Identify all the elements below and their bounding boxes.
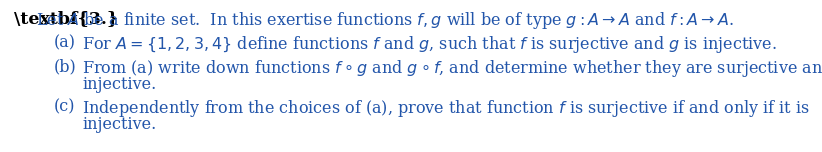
Text: injective.: injective. bbox=[82, 76, 156, 93]
Text: Let $A$ be a finite set.  In this exertise functions $f, g$ will be of type $g: : Let $A$ be a finite set. In this exertis… bbox=[36, 10, 734, 31]
Text: injective.: injective. bbox=[82, 116, 156, 133]
Text: (c): (c) bbox=[54, 98, 76, 115]
Text: From (a) write down functions $f \circ g$ and $g \circ f$, and determine whether: From (a) write down functions $f \circ g… bbox=[82, 58, 822, 79]
Text: For $A = \{1, 2, 3, 4\}$ define functions $f$ and $g$, such that $f$ is surjecti: For $A = \{1, 2, 3, 4\}$ define function… bbox=[82, 34, 777, 55]
Text: (b): (b) bbox=[54, 58, 76, 75]
Text: \textbf{3.}: \textbf{3.} bbox=[14, 10, 118, 27]
Text: Independently from the choices of (a), prove that function $f$ is surjective if : Independently from the choices of (a), p… bbox=[82, 98, 810, 119]
Text: (a): (a) bbox=[54, 34, 76, 51]
